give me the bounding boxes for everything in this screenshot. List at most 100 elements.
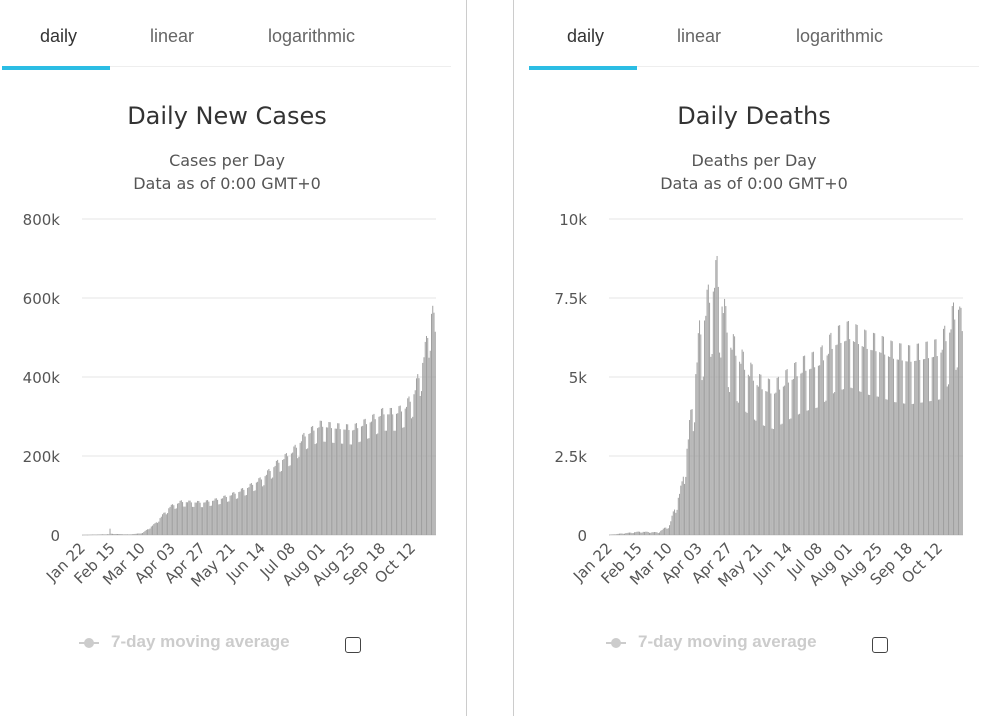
bar bbox=[741, 349, 743, 535]
bar bbox=[322, 426, 324, 535]
bar bbox=[831, 348, 833, 535]
bar bbox=[719, 352, 721, 535]
tab-daily[interactable]: daily bbox=[567, 26, 605, 46]
bar bbox=[781, 423, 783, 535]
bar bbox=[646, 531, 648, 535]
bar bbox=[707, 284, 709, 535]
bar bbox=[630, 532, 632, 535]
bar bbox=[202, 507, 204, 535]
bar bbox=[140, 533, 142, 535]
bar bbox=[273, 467, 275, 535]
tab-logarithmic[interactable]: logarithmic bbox=[268, 26, 356, 46]
bar bbox=[145, 529, 147, 535]
bar bbox=[825, 400, 827, 535]
deaths-panel: daily linear logarithmic Daily Deaths De… bbox=[527, 0, 989, 716]
bar bbox=[946, 386, 948, 535]
bar bbox=[83, 534, 85, 536]
bar bbox=[686, 448, 688, 535]
bar bbox=[840, 342, 842, 535]
bar bbox=[920, 402, 922, 535]
bar bbox=[234, 493, 236, 535]
bar bbox=[285, 453, 287, 535]
bar bbox=[771, 428, 773, 535]
bar bbox=[118, 534, 120, 535]
bar bbox=[178, 503, 180, 535]
bar bbox=[641, 532, 643, 535]
bar bbox=[170, 504, 172, 535]
bar bbox=[872, 332, 874, 535]
bar bbox=[293, 446, 295, 535]
bar bbox=[392, 414, 394, 535]
bar bbox=[897, 359, 899, 535]
bar bbox=[655, 532, 657, 535]
bar bbox=[839, 325, 841, 535]
bar bbox=[922, 359, 924, 535]
bar bbox=[824, 401, 826, 535]
bar bbox=[802, 356, 804, 535]
bar bbox=[319, 420, 321, 535]
bar bbox=[200, 507, 202, 535]
bar bbox=[894, 402, 896, 535]
tab-logarithmic[interactable]: logarithmic bbox=[796, 26, 884, 46]
bar bbox=[413, 394, 415, 535]
tab-linear[interactable]: linear bbox=[677, 26, 722, 46]
bar bbox=[784, 385, 786, 535]
bar bbox=[681, 481, 683, 535]
bar bbox=[209, 505, 211, 535]
bar bbox=[770, 393, 772, 535]
moving-average-checkbox[interactable] bbox=[345, 637, 361, 653]
bar bbox=[874, 333, 876, 535]
bar bbox=[312, 425, 314, 535]
bar bbox=[190, 502, 192, 535]
moving-average-checkbox[interactable] bbox=[872, 637, 888, 653]
tab-linear[interactable]: linear bbox=[150, 26, 195, 46]
cases-panel: daily linear logarithmic Daily New Cases… bbox=[0, 0, 466, 716]
bar bbox=[819, 365, 821, 535]
bar bbox=[917, 343, 919, 535]
bar bbox=[650, 532, 652, 535]
bar bbox=[340, 443, 342, 535]
bar bbox=[780, 424, 782, 535]
bar bbox=[941, 349, 943, 535]
bar bbox=[370, 421, 372, 535]
bar bbox=[147, 529, 149, 535]
bar bbox=[726, 332, 728, 535]
bar bbox=[358, 442, 360, 535]
bar bbox=[338, 423, 340, 535]
y-tick-label: 10k bbox=[559, 211, 587, 229]
bar bbox=[932, 356, 934, 535]
bar bbox=[412, 416, 414, 535]
bar bbox=[277, 459, 279, 535]
bar bbox=[218, 504, 220, 535]
legend-moving-average-label[interactable]: 7-day moving average bbox=[638, 632, 817, 651]
bar bbox=[87, 534, 88, 536]
bar bbox=[415, 378, 417, 535]
bar bbox=[150, 526, 152, 535]
bar bbox=[619, 533, 621, 535]
bar bbox=[388, 414, 390, 535]
bar bbox=[640, 532, 642, 535]
bar bbox=[852, 341, 854, 535]
bar bbox=[238, 492, 240, 535]
bar bbox=[915, 360, 917, 535]
bar bbox=[144, 530, 146, 535]
bar bbox=[169, 506, 171, 535]
bar bbox=[189, 500, 191, 535]
bar bbox=[847, 320, 849, 535]
bar bbox=[856, 324, 858, 535]
y-tick-label: 7.5k bbox=[554, 290, 587, 308]
bar bbox=[680, 485, 682, 535]
bar bbox=[652, 532, 654, 535]
bar bbox=[664, 527, 666, 535]
bar bbox=[352, 430, 354, 535]
bar bbox=[931, 357, 933, 535]
legend-moving-average-label[interactable]: 7-day moving average bbox=[111, 632, 290, 651]
bar bbox=[98, 534, 100, 535]
bar bbox=[298, 456, 300, 535]
tab-daily[interactable]: daily bbox=[40, 26, 78, 46]
bar bbox=[805, 370, 807, 535]
bar bbox=[955, 369, 957, 535]
y-tick-label: 0 bbox=[577, 527, 587, 545]
bar bbox=[849, 339, 851, 535]
bar bbox=[192, 506, 194, 535]
